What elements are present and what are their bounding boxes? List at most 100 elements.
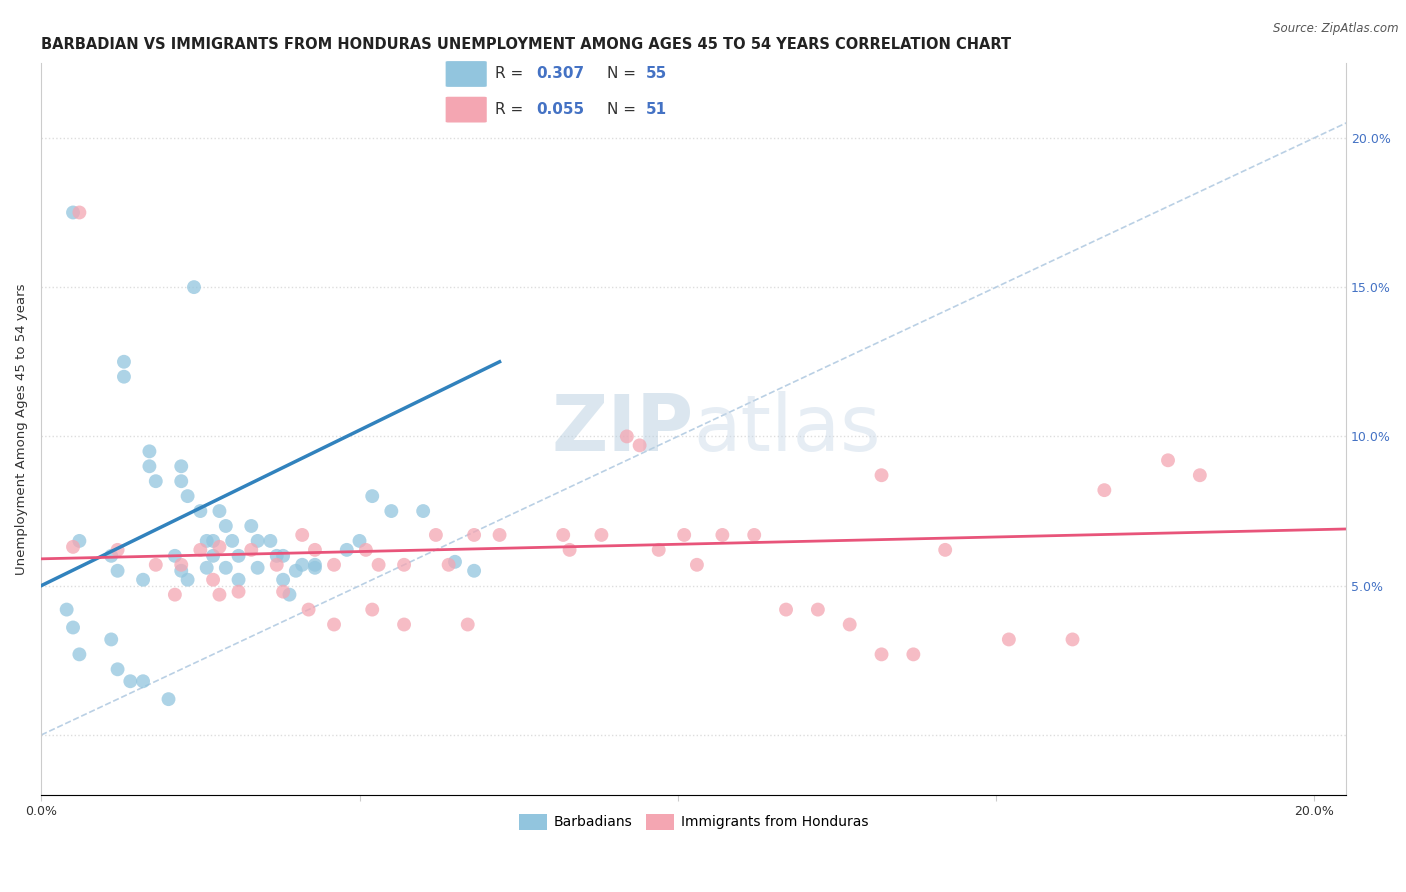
Point (271, 573, 294, 587)
Point (1062, 632, 1084, 647)
Point (323, 617, 346, 632)
Point (616, 429, 638, 443)
Point (138, 444, 160, 458)
Point (112, 369, 135, 384)
Point (170, 564, 193, 578)
Text: R =: R = (495, 102, 529, 117)
Text: 0.055: 0.055 (536, 102, 585, 117)
Point (278, 588, 301, 602)
Point (291, 558, 314, 572)
Point (870, 468, 893, 483)
Point (67, 533, 90, 548)
Point (240, 519, 263, 533)
Point (380, 504, 402, 518)
Point (202, 549, 225, 563)
Point (807, 602, 830, 616)
Point (195, 533, 218, 548)
Point (711, 528, 734, 542)
Point (157, 692, 180, 706)
Point (215, 519, 238, 533)
Point (304, 542, 326, 557)
Point (686, 558, 709, 572)
Point (246, 561, 269, 575)
Text: 55: 55 (645, 67, 666, 81)
Point (228, 573, 250, 587)
Text: ZIP: ZIP (551, 391, 693, 467)
Point (176, 573, 198, 587)
Text: atlas: atlas (693, 391, 882, 467)
Point (202, 573, 225, 587)
Point (463, 564, 485, 578)
Point (361, 602, 384, 616)
Point (195, 561, 218, 575)
Point (304, 558, 326, 572)
Point (62, 540, 84, 554)
Point (266, 549, 288, 563)
Text: 0.307: 0.307 (536, 67, 585, 81)
FancyBboxPatch shape (446, 62, 486, 87)
Point (271, 549, 294, 563)
Point (367, 558, 389, 572)
Point (183, 280, 205, 294)
Point (553, 528, 575, 542)
Point (100, 549, 122, 563)
Point (903, 648, 925, 662)
Point (170, 459, 193, 474)
Point (838, 617, 860, 632)
Point (336, 542, 359, 557)
Point (228, 584, 250, 599)
Point (176, 489, 198, 503)
Point (998, 632, 1021, 647)
Point (412, 504, 434, 518)
Point (488, 528, 510, 542)
Point (145, 558, 167, 572)
Point (107, 662, 129, 676)
Point (67, 648, 90, 662)
Point (62, 620, 84, 634)
Point (170, 558, 193, 572)
Point (145, 474, 167, 488)
Point (673, 528, 696, 542)
Point (120, 674, 142, 689)
Point (463, 528, 485, 542)
Text: R =: R = (495, 67, 529, 81)
Point (1157, 453, 1180, 467)
Point (1092, 483, 1115, 497)
Text: 51: 51 (645, 102, 666, 117)
Point (188, 542, 211, 557)
Point (291, 528, 314, 542)
Text: N =: N = (607, 67, 641, 81)
FancyBboxPatch shape (446, 96, 486, 122)
Point (228, 549, 250, 563)
Point (67, 205, 90, 219)
Point (323, 558, 346, 572)
Point (392, 558, 415, 572)
Point (163, 588, 186, 602)
Point (870, 648, 893, 662)
Text: Source: ZipAtlas.com: Source: ZipAtlas.com (1274, 22, 1399, 36)
Point (107, 542, 129, 557)
Point (132, 573, 155, 587)
Point (392, 617, 415, 632)
Point (457, 617, 479, 632)
Point (221, 533, 243, 548)
Point (775, 602, 797, 616)
Point (188, 504, 211, 518)
Point (591, 528, 613, 542)
Point (1188, 468, 1211, 483)
Point (558, 542, 581, 557)
Point (55, 602, 77, 616)
Point (138, 459, 160, 474)
Point (208, 540, 231, 554)
Point (266, 558, 288, 572)
Point (437, 558, 460, 572)
Point (208, 504, 231, 518)
Point (361, 489, 384, 503)
Point (648, 542, 671, 557)
Point (100, 632, 122, 647)
Point (163, 549, 186, 563)
Text: N =: N = (607, 102, 641, 117)
Point (444, 555, 467, 569)
Point (349, 533, 371, 548)
Point (107, 564, 129, 578)
